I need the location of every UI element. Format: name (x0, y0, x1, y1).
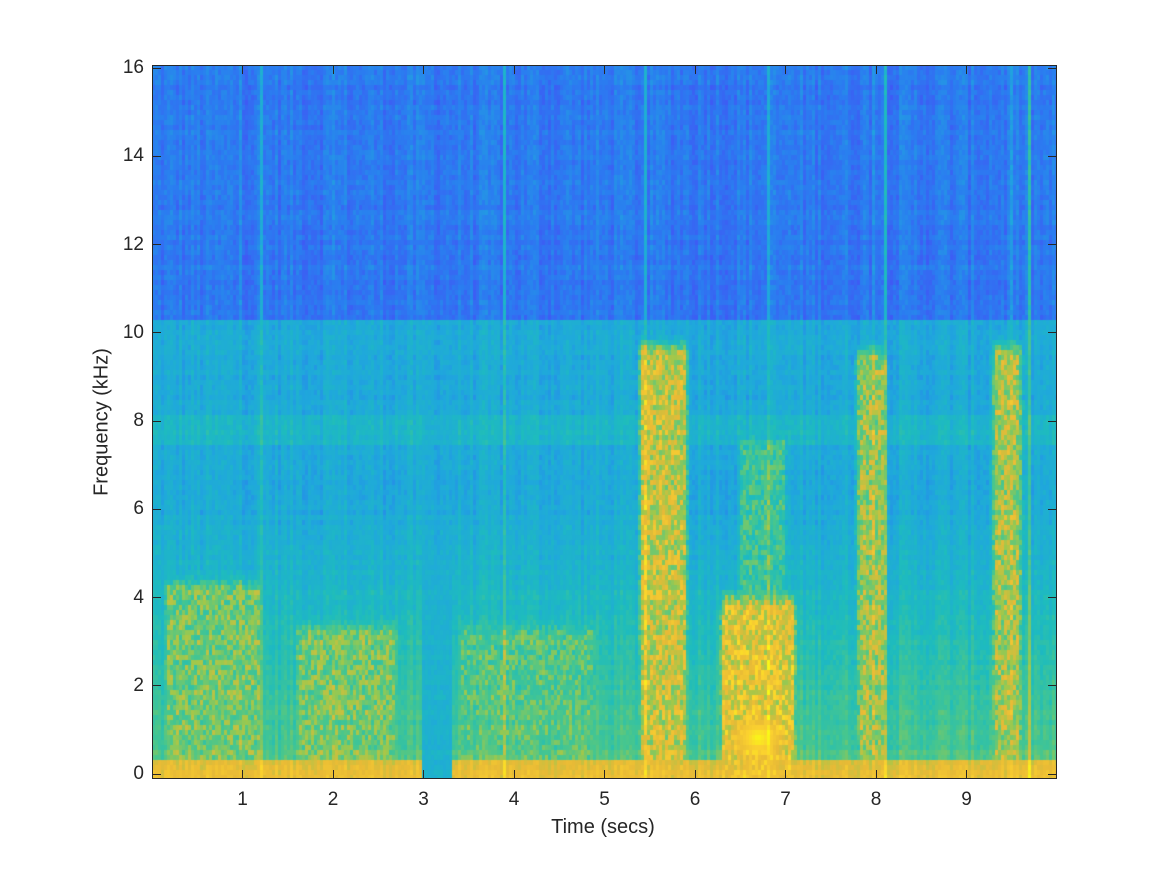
y-tick (152, 685, 161, 687)
y-tick-right (1048, 244, 1057, 245)
x-tick (423, 770, 424, 779)
x-tick (966, 770, 967, 779)
y-tick-label: 4 (133, 586, 144, 608)
y-tick-right (1048, 332, 1057, 334)
y-axis-label: Frequency (kHz) (90, 348, 113, 496)
y-tick (152, 597, 161, 598)
y-tick-label: 6 (133, 498, 144, 520)
y-tick-right (1048, 597, 1057, 598)
x-tick-top (875, 65, 877, 74)
y-tick-right (1048, 420, 1057, 422)
x-tick-label: 5 (599, 789, 610, 810)
x-tick-label: 2 (327, 789, 339, 810)
y-tick-label: 0 (133, 763, 144, 784)
x-tick-label: 8 (870, 789, 882, 810)
y-tick (152, 332, 161, 334)
y-tick-right (1048, 773, 1057, 775)
x-tick-label: 6 (689, 789, 701, 810)
y-tick-right (1048, 508, 1057, 510)
x-tick-label: 4 (508, 789, 520, 810)
x-tick-label: 9 (961, 789, 972, 810)
x-tick-top (785, 65, 786, 74)
y-tick-label: 8 (133, 410, 144, 431)
x-axis-label: Time (secs) (551, 816, 655, 838)
x-tick (513, 770, 515, 779)
x-tick-top (423, 65, 424, 74)
x-tick-label: 1 (237, 789, 248, 810)
x-tick (332, 770, 334, 779)
x-tick-top (513, 65, 515, 74)
y-tick-label: 12 (122, 233, 144, 255)
y-tick (152, 773, 161, 775)
y-tick-label: 10 (122, 321, 144, 343)
y-tick-label: 14 (122, 145, 144, 167)
x-tick (242, 770, 243, 779)
x-tick-top (604, 65, 605, 74)
x-tick (694, 770, 696, 779)
x-tick-top (966, 65, 967, 74)
y-tick-label: 2 (133, 674, 144, 696)
y-tick (152, 508, 161, 510)
y-tick (152, 67, 161, 69)
y-tick (152, 420, 161, 422)
y-tick-right (1048, 155, 1057, 157)
x-tick-top (242, 65, 243, 74)
spectrogram-image (152, 65, 1057, 779)
y-tick-label: 16 (122, 57, 144, 78)
x-tick-top (694, 65, 696, 74)
y-tick-right (1048, 67, 1057, 69)
y-tick (152, 155, 161, 157)
x-tick-label: 7 (780, 789, 791, 810)
x-tick (875, 770, 877, 779)
x-tick-top (332, 65, 334, 74)
x-tick-label: 3 (418, 789, 429, 810)
y-tick-right (1048, 685, 1057, 687)
spectrogram-plot-area (152, 65, 1057, 779)
y-tick (152, 244, 161, 245)
x-tick (604, 770, 605, 779)
x-tick (785, 770, 786, 779)
